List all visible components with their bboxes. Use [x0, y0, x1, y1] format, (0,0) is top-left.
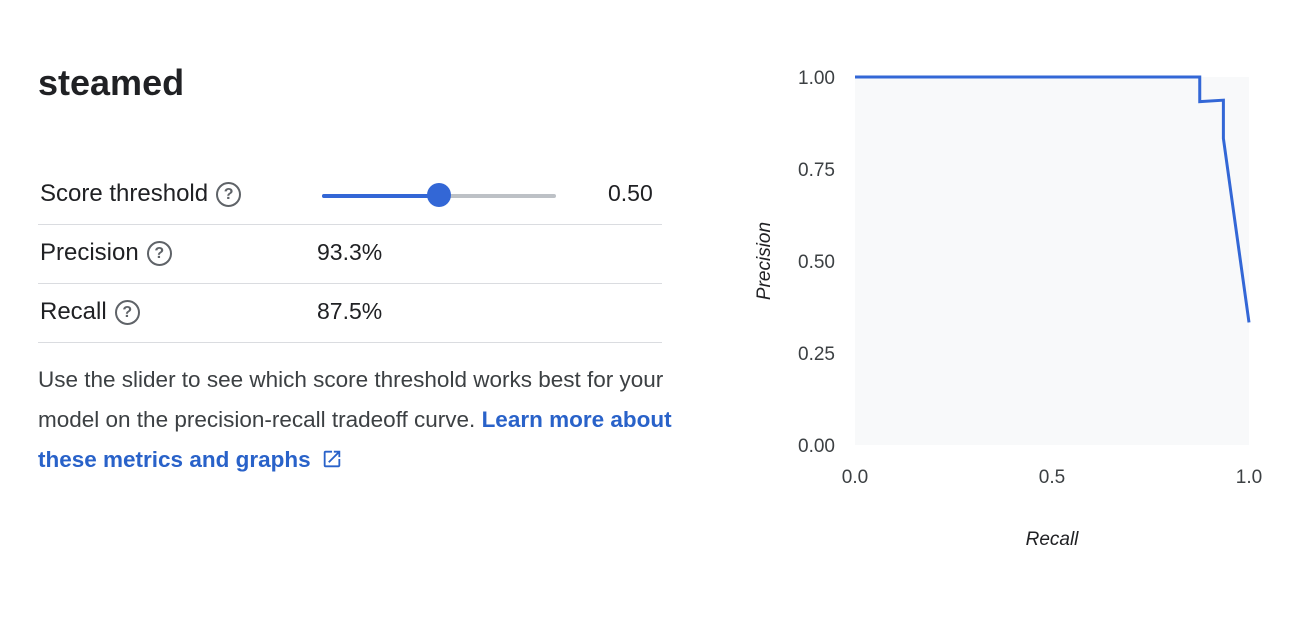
score-threshold-label: Score threshold? — [40, 180, 242, 208]
recall-value: 87.5% — [317, 298, 383, 324]
y-tick-label: 0.75 — [798, 160, 835, 181]
precision-recall-chart: 1.00 0.75 0.50 0.25 0.00 0.0 0.5 1.0 Precision Re… — [754, 68, 1262, 550]
help-circle-icon[interactable]: ? — [216, 182, 242, 207]
x-tick-label: 0.5 — [1039, 467, 1065, 488]
slider-fill — [322, 194, 439, 198]
y-tick-label: 1.00 — [798, 68, 835, 89]
page-title: steamed — [38, 62, 185, 103]
description: Use the slider to see which score thresh… — [38, 360, 698, 480]
x-tick-label: 0.0 — [842, 467, 868, 488]
slider-thumb[interactable] — [427, 183, 451, 207]
plot-area — [855, 77, 1249, 445]
help-circle-icon[interactable]: ? — [146, 241, 172, 266]
x-axis-label: Recall — [1026, 529, 1080, 550]
recall-label: Recall? — [40, 298, 140, 326]
recall-row: Recall? 87.5% — [38, 284, 662, 343]
learn-more-link[interactable]: Learn more about these metrics and graph… — [38, 407, 672, 472]
score-threshold-value: 0.50 — [608, 180, 653, 206]
open-in-new-icon[interactable] — [321, 448, 343, 470]
y-tick-label: 0.50 — [798, 252, 835, 273]
learn-more-link-text[interactable]: Learn more about these metrics and graph… — [38, 407, 672, 472]
x-tick-label: 1.0 — [1236, 467, 1262, 488]
y-tick-label: 0.25 — [798, 344, 835, 365]
pr-curve-line — [855, 75, 1251, 323]
score-threshold-row: Score threshold? 0.50 — [38, 166, 662, 225]
score-threshold-slider[interactable] — [322, 183, 556, 207]
description-text: Use the slider to see which score thresh… — [38, 367, 664, 432]
precision-row: Precision? 93.3% — [38, 225, 662, 284]
help-circle-icon[interactable]: ? — [114, 300, 140, 325]
y-tick-label: 0.00 — [798, 436, 835, 457]
y-axis-label: Precision — [754, 222, 775, 300]
metrics-table: Score threshold? 0.50 Precision? 93.3% R… — [38, 166, 662, 343]
precision-value: 93.3% — [317, 239, 383, 265]
precision-label: Precision? — [40, 239, 172, 267]
